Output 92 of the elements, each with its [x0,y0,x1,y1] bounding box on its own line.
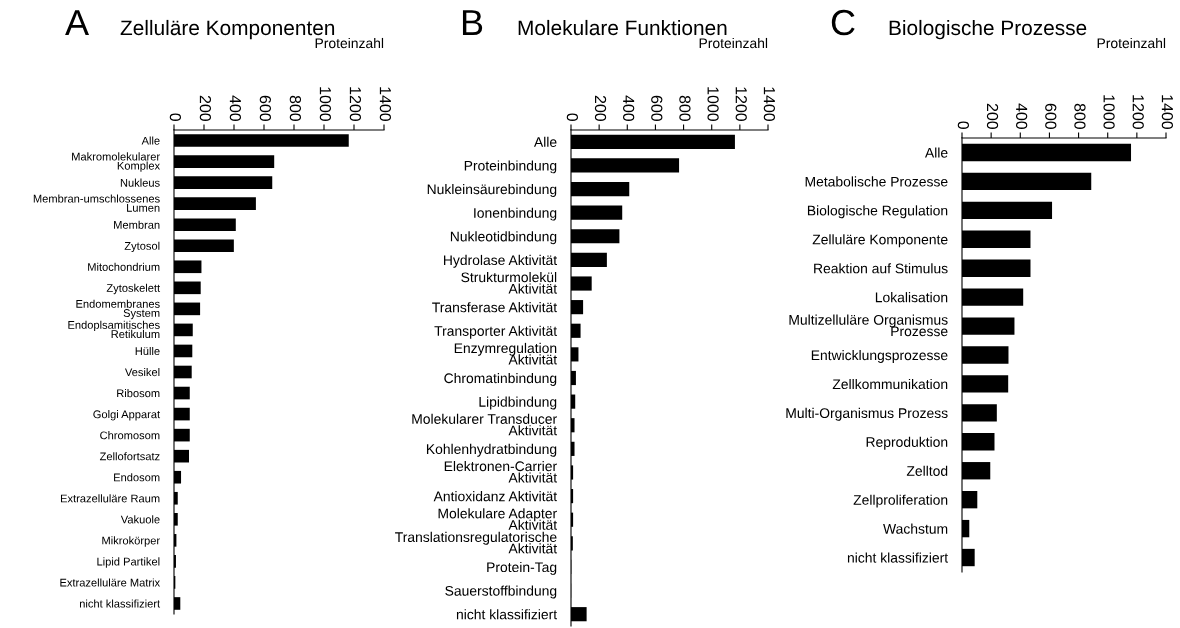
x-tick-label: 400 [229,95,242,122]
y-tick-label: nicht klassifiziert [79,599,161,608]
y-tick-label: Vakuole [120,515,160,524]
x-tick-label: 800 [1074,103,1086,130]
x-axis-title: Proteinzahl [315,37,384,49]
y-tick-label: Zelltod [906,465,948,476]
y-tick-label: Reproduktion [866,436,948,450]
x-tick-label: 600 [651,95,663,122]
x-tick-label: 1000 [319,87,332,122]
y-tick-label: Multi-Organismus Prozess [786,407,948,421]
text: A [65,10,90,35]
y-tick-label: Strukturmolekül Aktivität [461,272,558,294]
y-tick-label: Transferase Aktivität [432,302,558,313]
x-tick-label: 400 [1016,103,1028,130]
y-tick-label: Transporter Aktivität [434,325,558,339]
y-tick-label: Wachstum [883,523,948,534]
y-tick-label: Nukleinsäurebindung [427,184,557,197]
y-tick-label: Lipidbindung [479,396,557,410]
y-tick-label: Mikrokörper [102,536,160,547]
y-tick-label: Extrazelluläre Raum [60,494,160,503]
y-tick-label: Multizelluläre Organismus Prozesse [789,314,948,337]
y-tick-label: Alle [141,136,160,145]
y-tick-label: Zytosol [124,241,160,253]
text: B [462,10,483,35]
y-tick-label: Lokalisation [875,292,948,303]
x-tick-label: 1000 [1103,95,1115,130]
y-tick-label: Vesikel [124,367,160,377]
y-tick-label: nicht klassifiziert [456,609,558,620]
y-tick-label: Zytoskelett [106,283,161,295]
x-tick-label: 1000 [707,87,719,122]
x-tick-label: 400 [623,95,635,122]
y-tick-label: Nukleotidbindung [450,231,557,245]
y-tick-label: Golgi Apparat [93,410,161,421]
y-tick-label: Biologische Regulation [807,205,948,219]
y-tick-label: Zellproliferation [853,494,948,508]
y-tick-label: Nukleus [120,178,160,187]
y-tick-label: Alle [533,136,557,147]
y-tick-label: Chromosom [100,431,160,440]
x-tick-label: 200 [199,95,212,122]
chart-title: Biologische Prozesse [889,19,1087,40]
x-tick-label: 0 [169,113,182,122]
x-tick-label: 800 [289,95,302,122]
y-tick-label: Zellkommunikation [832,378,948,390]
y-tick-label: Chromatinbindung [444,372,557,386]
x-tick-label: 800 [679,95,691,122]
chart-title: Molekulare Funktionen [518,19,727,36]
y-tick-label: Ionenbindung [474,207,557,221]
y-tick-label: Membran [114,220,160,229]
y-tick-label: Metabolische Prozesse [805,176,948,187]
text: C [831,9,855,36]
y-tick-label: Zelluläre Komponente [812,234,948,248]
x-tick-label: 600 [259,95,272,122]
x-tick-label: 200 [594,95,607,122]
y-tick-label: Lipid Partikel [97,557,160,568]
x-tick-label: 1400 [763,87,776,122]
y-tick-label: Elektronen-Carrier Aktivität [444,460,558,483]
x-tick-label: 0 [566,113,579,122]
x-tick-label: 1200 [1132,95,1144,130]
y-tick-label: nicht klassifiziert [847,552,949,563]
y-tick-label: Kohlenhydratbindung [426,443,557,457]
y-tick-label: Antioxidanz Aktivität [433,491,558,502]
x-tick-label: 1400 [1161,95,1174,130]
y-tick-label: Endomembranes System [76,299,160,320]
y-tick-label: Extrazelluläre Matrix [60,578,160,587]
y-tick-label: Proteinbindung [464,160,557,174]
y-tick-label: Alle [924,147,948,158]
y-tick-label: Mitochondrium [88,262,160,271]
x-tick-label: 0 [957,121,970,130]
x-axis-title: Proteinzahl [1097,37,1166,49]
y-tick-label: Zellofortsatz [99,452,160,461]
y-tick-label: Entwicklungsprozesse [811,349,948,363]
y-tick-label: Molekularer Transducer Aktivität [412,413,558,436]
x-axis-title: Proteinzahl [699,37,768,49]
y-tick-label: Hülle [135,346,160,356]
x-tick-label: 600 [1045,103,1057,130]
x-tick-label: 1200 [735,87,747,122]
x-tick-label: 200 [986,103,999,130]
chart-title: Zelluläre Komponenten [120,19,335,40]
y-tick-label: Makromolekularer Komplex [72,152,160,172]
y-tick-label: Protein-Tag [487,561,557,575]
y-tick-label: Reaktion auf Stimulus [814,263,948,274]
x-tick-label: 1400 [379,87,392,122]
y-tick-label: Sauerstoffbindung [445,585,557,599]
y-tick-label: Translationsregulatorische Aktivität [395,531,558,554]
y-tick-label: Molekulare Adapter Aktivität [438,508,558,530]
y-tick-label: Hydrolase Aktivität [444,254,558,268]
y-tick-label: Ribosom [117,389,160,398]
y-tick-label: Endoplsamitisches Retikulum [68,320,160,339]
x-tick-label: 1200 [349,87,362,122]
y-tick-label: Endosom [114,473,160,482]
y-tick-label: Enzymregulation Aktivität [454,342,558,365]
y-tick-label: Membran-umschlossenes Lumen [33,194,160,212]
